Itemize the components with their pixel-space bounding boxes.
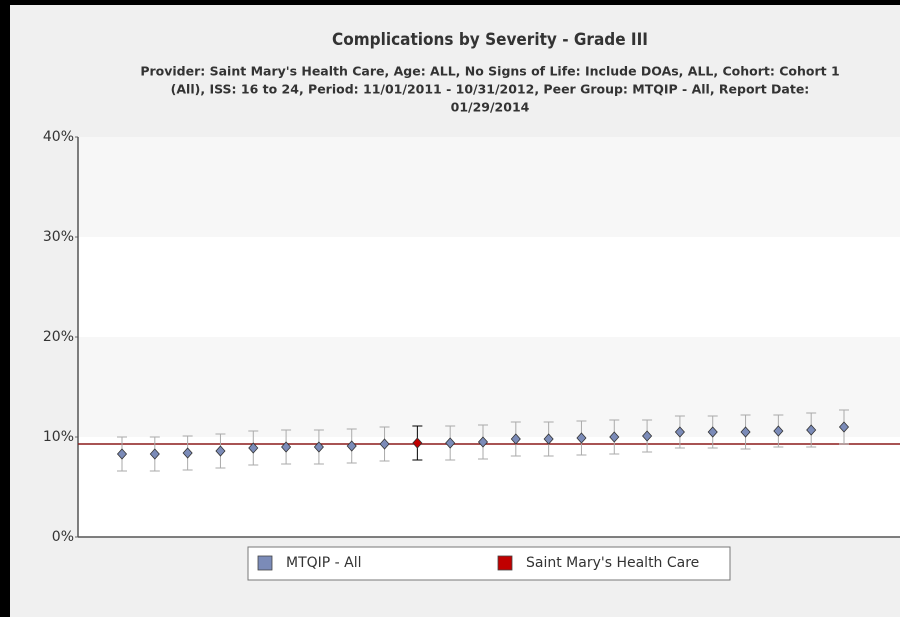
- y-tick-label: 40%: [43, 129, 74, 145]
- y-tick-label: 10%: [43, 429, 74, 445]
- point: [116, 448, 128, 460]
- point: [477, 436, 489, 448]
- point: [346, 440, 357, 452]
- chart-subtitle: Provider: Saint Mary's Health Care, Age:…: [140, 64, 839, 79]
- chart-subtitle: 01/29/2014: [451, 100, 530, 115]
- point: [707, 426, 718, 438]
- point: [313, 441, 324, 453]
- point: [412, 437, 423, 449]
- legend-box: [247, 546, 731, 581]
- y-tick-label: 30%: [43, 229, 74, 245]
- point: [609, 431, 620, 443]
- y-tick-label: 0%: [52, 529, 74, 545]
- point: [642, 430, 653, 442]
- point: [773, 425, 784, 437]
- chart-subtitle: (All), ISS: 16 to 24, Period: 11/01/2011…: [171, 82, 810, 97]
- band: [78, 337, 900, 437]
- legend-swatch: [257, 555, 273, 571]
- point: [740, 426, 751, 438]
- point: [674, 426, 685, 438]
- band: [78, 137, 900, 237]
- point: [806, 424, 817, 436]
- point: [543, 433, 554, 445]
- point: [838, 421, 850, 433]
- point: [182, 447, 193, 459]
- legend-label: MTQIP - All: [286, 555, 362, 571]
- point: [445, 437, 456, 449]
- legend-label: Saint Mary's Health Care: [526, 555, 699, 571]
- point: [379, 438, 390, 450]
- point: [281, 441, 292, 453]
- chart-title: Complications by Severity - Grade III: [332, 30, 648, 50]
- point: [576, 432, 587, 444]
- point: [248, 442, 259, 454]
- legend-swatch: [497, 555, 513, 571]
- point: [149, 448, 160, 460]
- point: [510, 433, 521, 445]
- point: [215, 445, 226, 457]
- y-tick-label: 20%: [43, 329, 74, 345]
